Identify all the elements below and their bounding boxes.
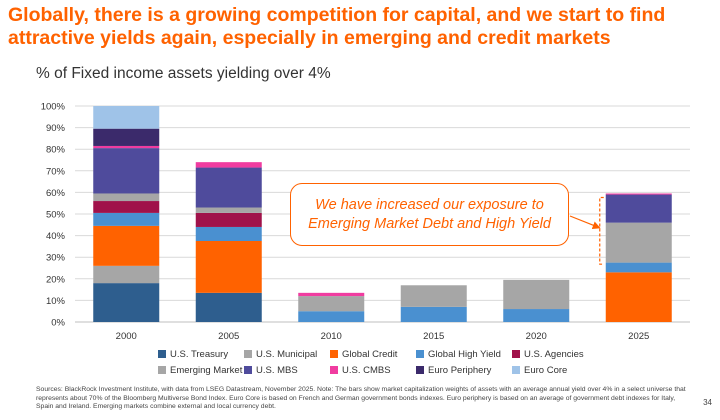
bar-segment-u-s-treasury-2005: [195, 292, 262, 322]
legend-swatch: [330, 366, 338, 374]
legend-label: Global High Yield: [428, 348, 501, 360]
annotation-line-1: We have increased our exposure to: [315, 196, 544, 213]
y-tick-label: 100%: [41, 102, 66, 113]
legend-label: U.S. CMBS: [342, 364, 391, 376]
bar-segment-u-s-mbs-2025: [605, 194, 672, 223]
x-tick-label: 2025: [628, 331, 649, 342]
x-tick-label: 2020: [526, 331, 547, 342]
bar-segment-global-high-yield-2015: [400, 306, 467, 322]
legend-item: Global Credit: [330, 349, 416, 360]
legend-item: U.S. Treasury: [158, 349, 244, 360]
legend-label: U.S. Agencies: [524, 348, 584, 360]
bar-segment-emerging-market-2025: [605, 222, 672, 263]
bar-segment-u-s-treasury-2000: [93, 283, 160, 322]
annotation-callout: We have increased our exposure to Emergi…: [290, 183, 569, 246]
bar-segment-u-s-cmbs-2005: [195, 162, 262, 168]
y-tick-label: 0%: [51, 318, 65, 329]
headline-line-2: attractive yields again, especially in e…: [8, 27, 611, 49]
y-tick-label: 10%: [46, 296, 66, 307]
annotation-line-2: Emerging Market Debt and High Yield: [308, 215, 551, 232]
bar-segment-global-high-yield-2010: [298, 311, 365, 322]
bar-segment-global-credit-2025: [605, 272, 672, 322]
callout-bracket: [599, 196, 604, 265]
legend-item: Euro Core: [512, 365, 598, 376]
bar-segment-euro-core-2000: [93, 106, 160, 129]
bar-segment-global-credit-2005: [195, 241, 262, 293]
headline-line-1: Globally, there is a growing competition…: [8, 4, 666, 26]
y-tick-label: 50%: [46, 210, 66, 221]
bar-segment-emerging-market-2005: [195, 207, 262, 213]
bar-segment-global-high-yield-2005: [195, 226, 262, 241]
bar-segment-global-high-yield-2000: [93, 212, 160, 226]
legend-swatch: [330, 350, 338, 358]
legend-swatch: [158, 366, 166, 374]
x-tick-label: 2005: [218, 331, 239, 342]
page-number: 34: [703, 398, 712, 407]
bar-segment-u-s-cmbs-2010: [298, 292, 365, 297]
x-tick-label: 2010: [321, 331, 342, 342]
y-tick-label: 20%: [46, 274, 66, 285]
legend-item: U.S. CMBS: [330, 365, 416, 376]
y-tick-label: 80%: [46, 145, 66, 156]
legend-label: U.S. Municipal: [256, 348, 318, 360]
footnote: Sources: BlackRock Investment Institute,…: [36, 386, 686, 411]
legend-row: Emerging Market U.S. MBS U.S. CMBS Euro Per…: [158, 362, 618, 378]
legend-item: U.S. Agencies: [512, 349, 598, 360]
bar-segment-u-s-municipal-2000: [93, 265, 160, 284]
bar-segment-emerging-market-2010: [298, 296, 365, 312]
bar-segment-emerging-market-2000: [93, 193, 160, 202]
x-axis-ticks: 2000 2005 2010 2015 2020 2025: [116, 331, 650, 342]
headline: Globally, there is a growing competition…: [8, 4, 708, 50]
legend-label: Euro Periphery: [428, 364, 492, 376]
legend-swatch: [416, 350, 424, 358]
y-tick-label: 40%: [46, 231, 66, 242]
legend-swatch: [244, 350, 252, 358]
legend-item: Global High Yield: [416, 349, 512, 360]
legend-label: Euro Core: [524, 364, 568, 376]
bar-segment-global-credit-2000: [93, 225, 160, 266]
y-axis-ticks: 0% 10% 20% 30% 40% 50% 60% 70% 80% 90% 100%: [41, 102, 66, 329]
legend-label: Emerging Market: [170, 364, 243, 376]
legend-swatch: [244, 366, 252, 374]
y-tick-label: 60%: [46, 188, 66, 199]
bar-segment-u-s-agencies-2000: [93, 201, 160, 213]
legend-swatch: [512, 366, 520, 374]
legend-item: U.S. MBS: [244, 365, 330, 376]
bar-segment-global-high-yield-2020: [503, 309, 570, 322]
callout-arrow: [569, 196, 604, 265]
bar-segment-u-s-mbs-2000: [93, 148, 160, 194]
legend-item: Euro Periphery: [416, 365, 512, 376]
x-tick-label: 2000: [116, 331, 137, 342]
bar-segment-u-s-cmbs-2025: [605, 193, 672, 195]
bar-segment-emerging-market-2015: [400, 285, 467, 307]
bar-segment-global-high-yield-2025: [605, 262, 672, 273]
x-tick-label: 2015: [423, 331, 444, 342]
legend: U.S. Treasury U.S. Municipal Global Credit…: [158, 346, 618, 378]
bar-segment-u-s-cmbs-2000: [93, 145, 160, 149]
legend-swatch: [158, 350, 166, 358]
legend-label: U.S. Treasury: [170, 348, 229, 360]
legend-row: U.S. Treasury U.S. Municipal Global Credit…: [158, 346, 618, 362]
bar-segment-u-s-mbs-2005: [195, 167, 262, 208]
legend-item: U.S. Municipal: [244, 349, 330, 360]
legend-item: Emerging Market: [158, 365, 244, 376]
y-tick-label: 70%: [46, 166, 66, 177]
chart-title: % of Fixed income assets yielding over 4…: [36, 65, 331, 82]
bar-segment-emerging-market-2020: [503, 279, 570, 310]
legend-swatch: [416, 366, 424, 374]
legend-label: U.S. MBS: [256, 364, 298, 376]
bar-segment-euro-periphery-2000: [93, 128, 160, 146]
legend-swatch: [512, 350, 520, 358]
callout-arrow-line: [569, 215, 601, 229]
y-tick-label: 30%: [46, 253, 66, 264]
legend-label: Global Credit: [342, 348, 398, 360]
y-tick-label: 90%: [46, 123, 66, 134]
bar-segment-u-s-agencies-2005: [195, 212, 262, 227]
bars: [93, 106, 672, 322]
grid-lines: [75, 105, 690, 323]
